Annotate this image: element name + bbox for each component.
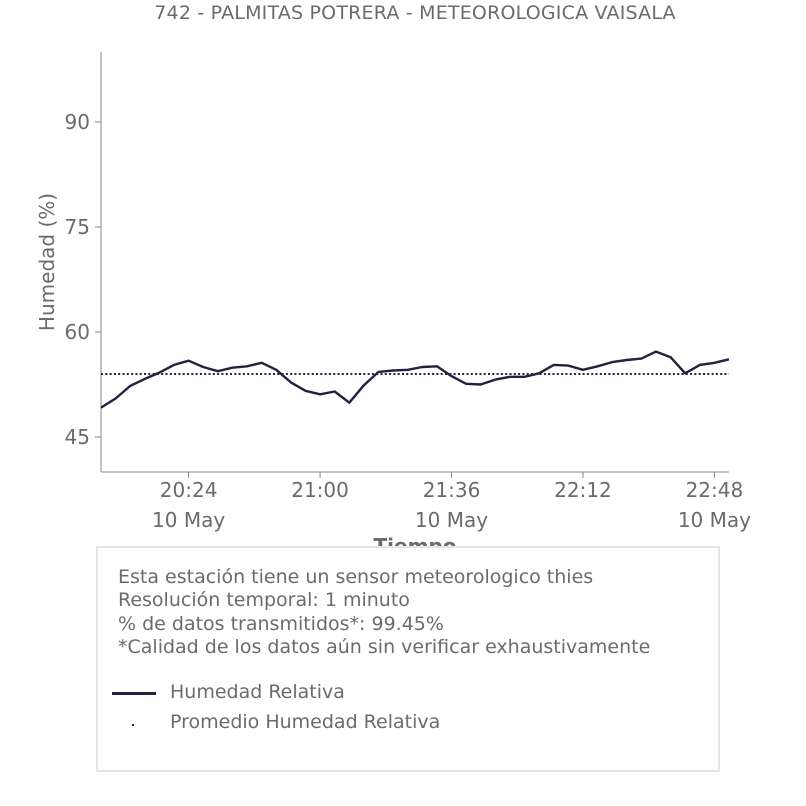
chart-title: 742 - PALMITAS POTRERA - METEOROLOGICA V… [154, 2, 676, 24]
x-tick-label: 22:48 [686, 478, 744, 502]
legend-dot-swatch [112, 710, 158, 740]
x-tick-date-label: 10 May [678, 508, 751, 532]
series-line [100, 350, 730, 409]
x-tick-label: 20:24 [160, 478, 218, 502]
legend-label-average: Promedio Humedad Relativa [170, 711, 441, 733]
x-tick-label: 21:00 [291, 478, 349, 502]
info-line-resolution: Resolución temporal: 1 minuto [118, 589, 410, 612]
info-line-quality: *Calidad de los datos aún sin verificar … [118, 635, 651, 658]
info-text: Esta estación tiene un sensor meteorolog… [118, 566, 650, 659]
info-line-transmitted: % de datos transmitidos*: 99.45% [118, 612, 444, 635]
x-tick-label: 22:12 [554, 478, 612, 502]
legend-label-series: Humedad Relativa [170, 681, 345, 703]
x-tick-date-label: 10 May [152, 508, 225, 532]
y-tick-label: 45 [65, 425, 90, 449]
x-ticks: 20:24 10 May 21:00 21:36 10 May 22:12 22:48 10 … [152, 472, 751, 532]
info-line-sensor: Esta estación tiene un sensor meteorolog… [118, 566, 594, 588]
y-tick-label: 60 [65, 320, 90, 344]
legend-line-swatch [112, 680, 158, 710]
y-ticks: 45 60 75 90 [65, 110, 101, 449]
y-tick-label: 75 [65, 215, 90, 239]
chart: 45 60 75 90 20:24 10 May 21:00 21:36 10 May 22:1… [35, 52, 751, 558]
y-tick-label: 90 [65, 110, 90, 134]
y-axis-label: Humedad (%) [35, 193, 59, 331]
x-tick-date-label: 10 May [415, 508, 488, 532]
info-box: Esta estación tiene un sensor meteorolog… [96, 546, 720, 772]
x-tick-label: 21:36 [423, 478, 481, 502]
